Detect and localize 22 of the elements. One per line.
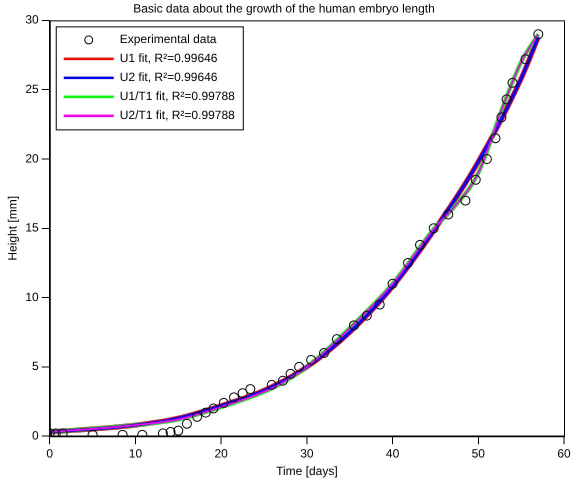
chart-title: Basic data about the growth of the human embryo length [133,2,435,16]
legend-label: U1 fit, R²=0.99646 [120,51,218,66]
x-tick-label: 60 [557,446,571,461]
y-tick-label: 0 [32,428,40,443]
x-tick-label: 50 [472,446,486,461]
y-tick-label: 10 [25,290,40,304]
y-tick-label: 20 [25,151,40,166]
y-tick-label: 25 [25,82,40,96]
x-axis-title: Time [days] [276,464,338,478]
legend-label: U2/T1 fit, R²=0.99788 [120,108,236,122]
legend-label: U1/T1 fit, R²=0.99788 [120,89,236,104]
y-tick-label: 5 [32,359,40,374]
y-tick-label: 30 [25,12,40,27]
x-tick-label: 0 [46,446,54,461]
x-tick-label: 30 [300,446,314,461]
x-tick-label: 40 [386,446,400,461]
y-tick-label: 15 [25,220,40,235]
y-axis-title: Height [mm] [6,196,20,261]
x-tick-label: 20 [214,446,228,461]
x-tick-label: 10 [128,446,142,461]
legend-label: U2 fit, R²=0.99646 [120,70,218,84]
legend-label: Experimental data [120,32,217,46]
